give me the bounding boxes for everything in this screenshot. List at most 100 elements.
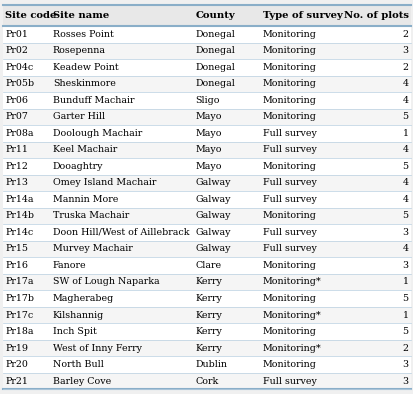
- Text: Doolough Machair: Doolough Machair: [53, 129, 142, 138]
- Text: Mayo: Mayo: [195, 129, 221, 138]
- Text: Monitoring: Monitoring: [262, 360, 316, 369]
- Text: Full survey: Full survey: [262, 145, 316, 154]
- Text: Pr11: Pr11: [5, 145, 28, 154]
- Text: Pr16: Pr16: [5, 261, 28, 270]
- Text: 5: 5: [401, 212, 408, 221]
- Text: 4: 4: [402, 245, 408, 253]
- Text: Full survey: Full survey: [262, 129, 316, 138]
- Text: Keel Machair: Keel Machair: [53, 145, 117, 154]
- Text: Magherabeg: Magherabeg: [53, 294, 114, 303]
- Bar: [3, 307, 410, 323]
- Bar: [3, 241, 410, 257]
- Text: 3: 3: [401, 377, 408, 385]
- Text: Rosepenna: Rosepenna: [53, 46, 106, 56]
- Bar: [3, 76, 410, 92]
- Text: Pr12: Pr12: [5, 162, 28, 171]
- Text: Pr17c: Pr17c: [5, 310, 33, 320]
- Text: Kilshannig: Kilshannig: [53, 310, 104, 320]
- Text: Pr05b: Pr05b: [5, 80, 34, 88]
- Text: North Bull: North Bull: [53, 360, 104, 369]
- Text: Sligo: Sligo: [195, 96, 219, 105]
- Text: Monitoring*: Monitoring*: [262, 277, 321, 286]
- Text: Mayo: Mayo: [195, 145, 221, 154]
- Text: Keadew Point: Keadew Point: [53, 63, 118, 72]
- Text: Donegal: Donegal: [195, 46, 235, 56]
- Text: Galway: Galway: [195, 178, 230, 188]
- Text: Monitoring*: Monitoring*: [262, 310, 321, 320]
- Text: 1: 1: [402, 310, 408, 320]
- Text: Pr14b: Pr14b: [5, 212, 34, 221]
- Text: Donegal: Donegal: [195, 80, 235, 88]
- Bar: [3, 274, 410, 290]
- Text: Pr20: Pr20: [5, 360, 28, 369]
- Text: Galway: Galway: [195, 195, 230, 204]
- Text: 5: 5: [401, 327, 408, 336]
- Text: 4: 4: [402, 80, 408, 88]
- Text: 5: 5: [401, 112, 408, 121]
- Text: 4: 4: [402, 145, 408, 154]
- Bar: [3, 109, 410, 125]
- Text: Monitoring: Monitoring: [262, 30, 316, 39]
- Text: Pr06: Pr06: [5, 96, 28, 105]
- Text: Inch Spit: Inch Spit: [53, 327, 96, 336]
- Text: 4: 4: [402, 96, 408, 105]
- Text: County: County: [195, 11, 235, 20]
- Text: Rosses Point: Rosses Point: [53, 30, 113, 39]
- Text: Kerry: Kerry: [195, 344, 222, 353]
- Text: Pr18a: Pr18a: [5, 327, 34, 336]
- Text: Bunduff Machair: Bunduff Machair: [53, 96, 134, 105]
- Bar: [3, 323, 410, 340]
- Text: 3: 3: [401, 360, 408, 369]
- Text: Pr14c: Pr14c: [5, 228, 33, 237]
- Text: Monitoring: Monitoring: [262, 46, 316, 56]
- Text: Barley Cove: Barley Cove: [53, 377, 111, 385]
- Text: Doon Hill/West of Aillebrack: Doon Hill/West of Aillebrack: [53, 228, 189, 237]
- Text: 4: 4: [402, 178, 408, 188]
- Text: Galway: Galway: [195, 228, 230, 237]
- Text: Monitoring: Monitoring: [262, 112, 316, 121]
- Text: Pr07: Pr07: [5, 112, 28, 121]
- Text: Full survey: Full survey: [262, 228, 316, 237]
- Text: 5: 5: [401, 162, 408, 171]
- Text: Kerry: Kerry: [195, 310, 222, 320]
- Text: Cork: Cork: [195, 377, 218, 385]
- Text: Pr17b: Pr17b: [5, 294, 34, 303]
- Text: Pr13: Pr13: [5, 178, 28, 188]
- Text: Clare: Clare: [195, 261, 221, 270]
- Text: 2: 2: [402, 63, 408, 72]
- Text: Galway: Galway: [195, 245, 230, 253]
- Text: Pr15: Pr15: [5, 245, 28, 253]
- Text: Full survey: Full survey: [262, 245, 316, 253]
- Text: 5: 5: [401, 294, 408, 303]
- Bar: [3, 175, 410, 191]
- Bar: [3, 373, 410, 389]
- Text: Monitoring: Monitoring: [262, 63, 316, 72]
- Text: West of Inny Ferry: West of Inny Ferry: [53, 344, 142, 353]
- Text: Full survey: Full survey: [262, 377, 316, 385]
- Bar: [3, 290, 410, 307]
- Text: 3: 3: [401, 228, 408, 237]
- Text: Type of survey: Type of survey: [262, 11, 342, 20]
- Text: Donegal: Donegal: [195, 63, 235, 72]
- Text: Pr01: Pr01: [5, 30, 28, 39]
- Bar: [3, 191, 410, 208]
- Text: Monitoring: Monitoring: [262, 212, 316, 221]
- Bar: [3, 340, 410, 356]
- Text: Pr17a: Pr17a: [5, 277, 34, 286]
- Bar: [3, 43, 410, 59]
- Bar: [3, 158, 410, 175]
- Text: 3: 3: [401, 46, 408, 56]
- Text: Full survey: Full survey: [262, 178, 316, 188]
- Bar: [3, 59, 410, 76]
- Text: Mannin More: Mannin More: [53, 195, 118, 204]
- Text: Murvey Machair: Murvey Machair: [53, 245, 132, 253]
- Text: Monitoring: Monitoring: [262, 80, 316, 88]
- Text: Monitoring: Monitoring: [262, 96, 316, 105]
- Bar: [3, 257, 410, 274]
- Bar: [3, 356, 410, 373]
- Text: Site code: Site code: [5, 11, 57, 20]
- Text: Pr14a: Pr14a: [5, 195, 34, 204]
- Bar: [3, 224, 410, 241]
- Text: Mayo: Mayo: [195, 162, 221, 171]
- Bar: [3, 92, 410, 109]
